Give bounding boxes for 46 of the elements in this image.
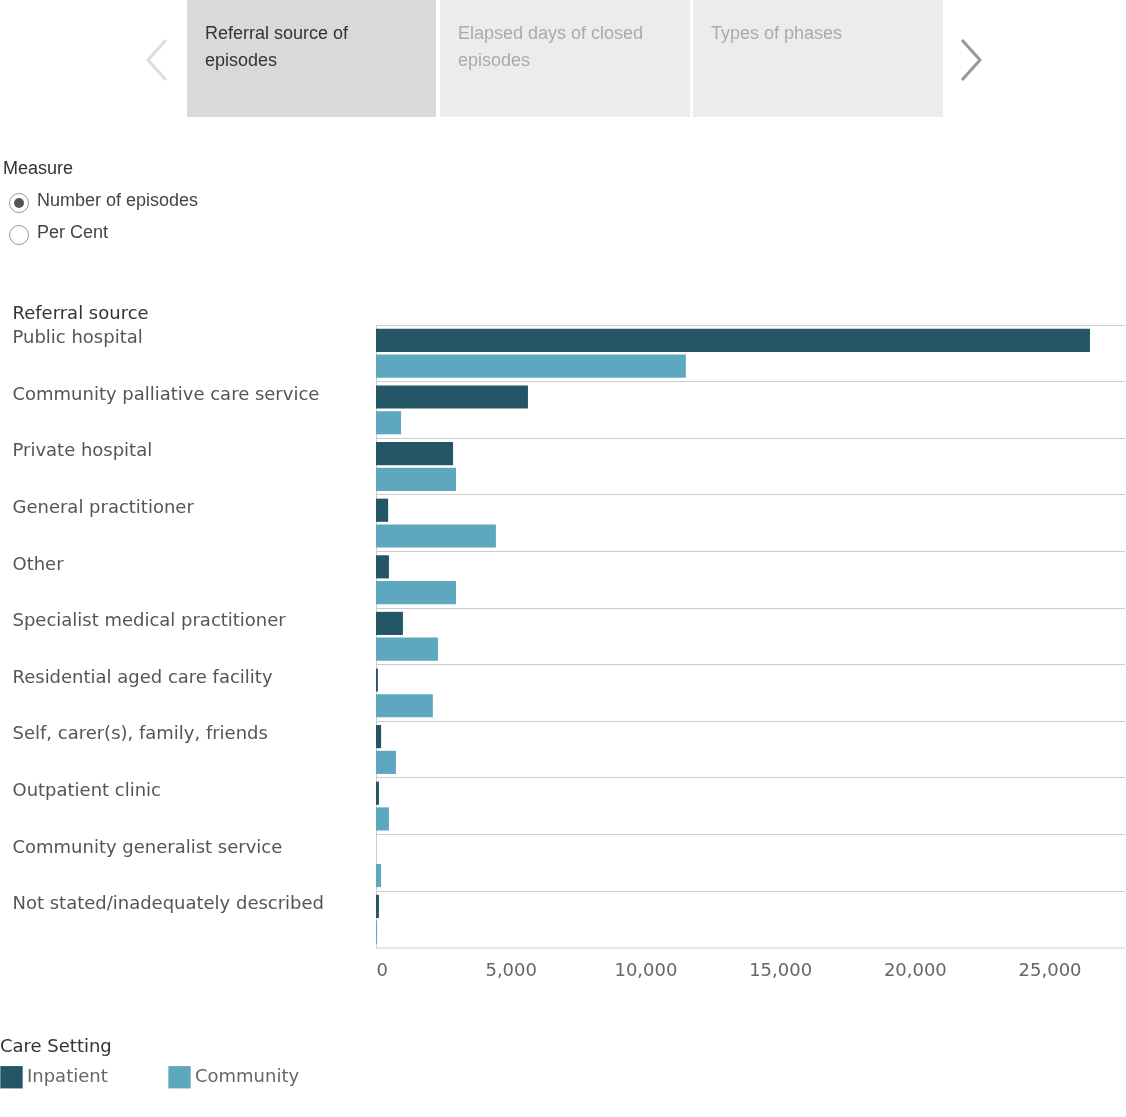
bar [376,498,389,522]
legend-label: Community [195,1065,300,1087]
bar [376,863,382,888]
y-tick-label: Public hospital [12,326,143,348]
text: Referral source of episodes [187,0,436,117]
x-tick-label: 0 [376,959,388,981]
y-tick-label: Community generalist service [12,835,283,857]
bar [376,524,496,548]
bar [376,611,403,636]
y-axis-title: Referral source [12,302,149,324]
text: Number of episodes [37,190,199,211]
bar [376,781,379,805]
y-tick-label: Specialist medical practitioner [12,609,287,631]
bar [376,725,382,749]
y-tick-label: Self, carer(s), family, friends [12,722,268,744]
y-tick-label: Community palliative care service [12,382,320,404]
y-tick-label: Residential aged care facility [12,665,273,687]
legend-label: Inpatient [27,1065,108,1087]
bar [376,894,379,919]
bar [376,411,402,435]
bar [376,580,457,605]
bar [376,555,389,579]
text: Measure [3,158,74,179]
bar [376,637,438,661]
y-tick-label: Not stated/inadequately described [12,892,324,914]
y-tick-label: Private hospital [12,439,153,461]
bar [376,354,686,378]
y-tick-label: Other [12,552,65,574]
x-tick-label: 15,000 [749,959,813,981]
x-tick-label: 5,000 [485,959,537,981]
text: Types of phases [693,0,943,117]
text: Per Cent [37,222,109,243]
bar [376,328,1090,353]
x-tick-label: 10,000 [614,959,678,981]
x-tick-label: 20,000 [883,959,947,981]
bar [376,694,433,718]
y-tick-label: Outpatient clinic [12,779,161,801]
x-tick-label: 25,000 [1018,959,1082,981]
bar [376,467,457,491]
bar [376,807,389,831]
y-tick-label: General practitioner [12,496,195,518]
text: Elapsed days of closed episodes [440,0,690,117]
legend-title: Care Setting [0,1034,112,1056]
bar [376,442,454,466]
bar [376,750,396,774]
bar [376,385,528,409]
